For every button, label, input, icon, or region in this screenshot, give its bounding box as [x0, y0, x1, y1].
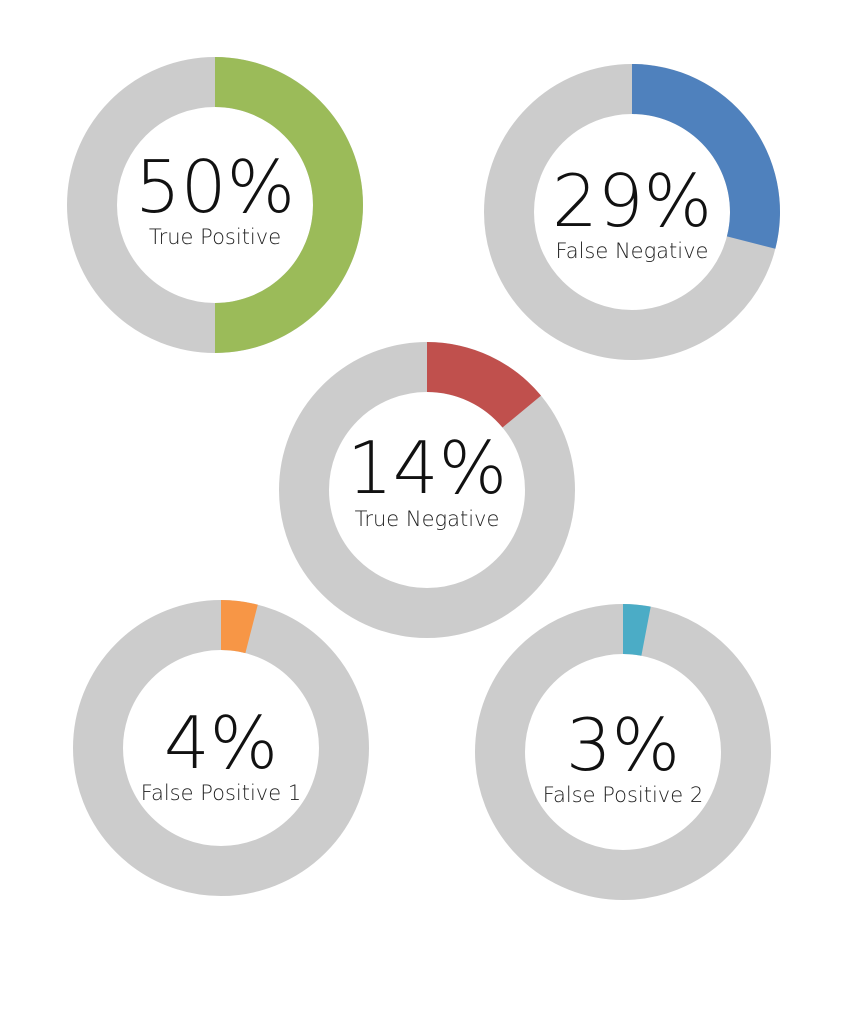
donut-true-positive: 50% True Positive: [67, 57, 363, 353]
donut-false-positive-2: 3% False Positive 2: [475, 604, 771, 900]
donut-percent-label: 4%: [164, 701, 278, 785]
donut-value-arc: [427, 342, 542, 428]
donut-category-label: False Negative: [556, 239, 709, 263]
donut-value-arc: [221, 600, 258, 654]
donut-true-negative: 14% True Negative: [279, 342, 575, 638]
donut-percent-label: 3%: [566, 703, 680, 787]
donut-false-negative: 29% False Negative: [484, 64, 780, 360]
donut-percent-label: 29%: [552, 159, 712, 243]
donut-category-label: True Negative: [355, 507, 500, 531]
donut-value-arc: [215, 57, 363, 353]
donut-false-positive-1: 4% False Positive 1: [73, 600, 369, 896]
donut-percent-label: 14%: [347, 426, 507, 510]
donut-category-label: False Positive 1: [141, 781, 301, 805]
donut-value-arc: [623, 604, 651, 656]
donut-category-label: False Positive 2: [543, 783, 703, 807]
donut-value-arc: [632, 64, 780, 249]
donut-category-label: True Positive: [149, 225, 281, 249]
donut-percent-label: 50%: [135, 145, 295, 229]
